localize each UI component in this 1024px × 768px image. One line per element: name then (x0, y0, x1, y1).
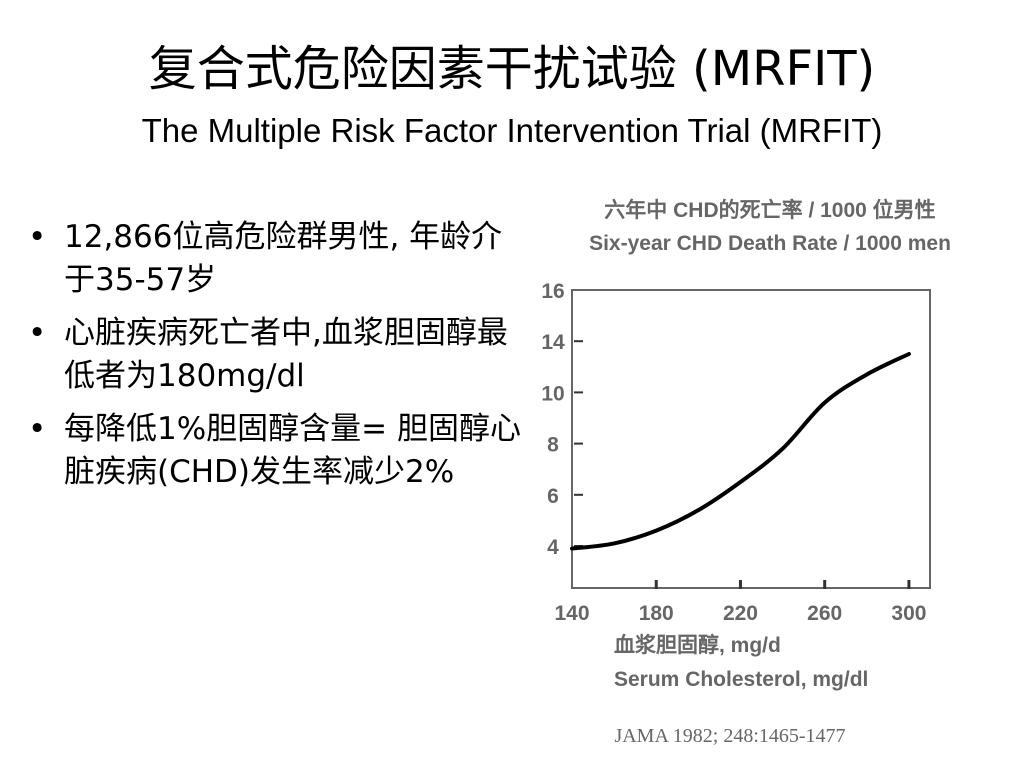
y-tick-label: 16 (541, 280, 564, 303)
y-tick-label: 4 (547, 536, 559, 559)
plot-frame (571, 289, 931, 589)
x-tick-label: 300 (891, 602, 926, 625)
slide-title-english: The Multiple Risk Factor Intervention Tr… (141, 112, 883, 149)
x-tick-label: 140 (554, 602, 589, 625)
y-tick-label: 14 (541, 331, 565, 354)
x-tick-label: 260 (807, 602, 842, 625)
bullet-item: 心脏疾病死亡者中,血浆胆固醇最低者为180mg/dl (28, 312, 528, 398)
citation-source: JAMA 1982; 248:1465-1477 (614, 725, 846, 747)
bullet-item: 每降低1%胆固醇含量= 胆固醇心脏疾病(CHD)发生率减少2% (28, 408, 528, 494)
bullet-list: 12,866位高危险群男性, 年龄介于35-57岁 心脏疾病死亡者中,血浆胆固醇… (28, 216, 528, 504)
x-tick-label: 220 (723, 602, 758, 625)
slide-title-chinese: 复合式危险因素干扰试验 (MRFIT) (148, 41, 876, 97)
y-tick-label: 10 (541, 382, 564, 405)
chart-title-english: Six-year CHD Death Rate / 1000 men (589, 232, 951, 255)
chart-title-chinese: 六年中 CHD的死亡率 / 1000 位男性 (604, 199, 936, 222)
x-axis-label-chinese: 血浆胆固醇, mg/d (614, 634, 781, 657)
y-tick-label: 6 (547, 485, 559, 508)
bullet-item: 12,866位高危险群男性, 年龄介于35-57岁 (28, 216, 528, 302)
x-axis-label-english: Serum Cholesterol, mg/dl (614, 668, 869, 691)
death-rate-curve (570, 352, 911, 551)
y-tick-label: 8 (547, 434, 559, 457)
x-tick-label: 180 (639, 602, 674, 625)
